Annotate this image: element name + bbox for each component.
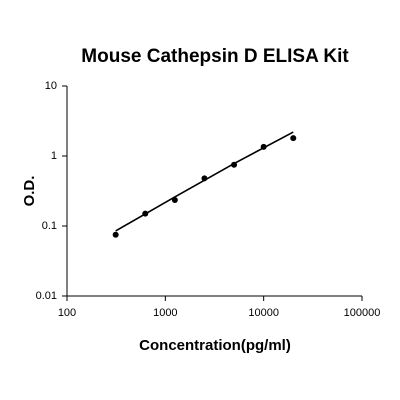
- y-tick-label: 0.01: [36, 290, 57, 302]
- data-point: [171, 197, 178, 204]
- x-tick-label: 10000: [248, 307, 279, 319]
- data-point: [112, 231, 119, 238]
- chart-title: Mouse Cathepsin D ELISA Kit: [81, 46, 349, 67]
- x-tick-label: 1000: [153, 307, 177, 319]
- x-axis-label: Concentration(pg/ml): [139, 337, 291, 354]
- y-axis-label: O.D.: [21, 176, 38, 207]
- y-tick-label: 10: [45, 80, 57, 92]
- data-point: [260, 143, 267, 150]
- data-point: [201, 175, 208, 182]
- y-tick-label: 0.1: [42, 220, 57, 232]
- data-point: [142, 210, 149, 217]
- x-tick-label: 100: [58, 307, 76, 319]
- x-tick-label: 100000: [344, 307, 381, 319]
- y-tick-label: 1: [51, 150, 57, 162]
- data-point: [231, 161, 238, 168]
- data-point: [290, 135, 297, 142]
